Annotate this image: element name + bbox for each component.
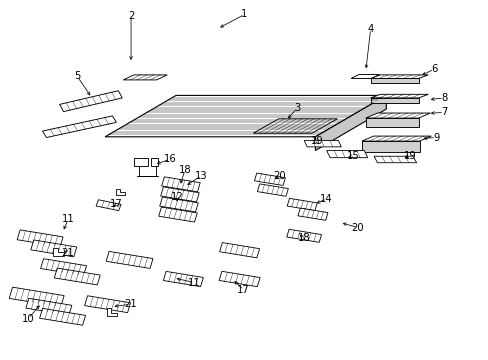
Text: 10: 10 — [22, 314, 35, 324]
Text: 20: 20 — [351, 222, 364, 233]
Polygon shape — [373, 156, 416, 163]
Polygon shape — [257, 184, 288, 196]
Polygon shape — [116, 189, 125, 195]
Polygon shape — [54, 268, 100, 285]
Polygon shape — [40, 309, 85, 325]
Text: 12: 12 — [170, 192, 183, 202]
Polygon shape — [370, 94, 427, 98]
Polygon shape — [26, 298, 72, 315]
Polygon shape — [304, 140, 341, 147]
Text: 11: 11 — [188, 278, 201, 288]
Polygon shape — [42, 116, 116, 138]
Polygon shape — [105, 95, 386, 137]
Text: 17: 17 — [237, 285, 249, 295]
Polygon shape — [350, 75, 379, 78]
Polygon shape — [297, 208, 327, 220]
Polygon shape — [315, 95, 386, 150]
Polygon shape — [361, 136, 430, 141]
Text: 19: 19 — [310, 136, 323, 146]
Polygon shape — [84, 296, 130, 312]
Polygon shape — [253, 119, 337, 133]
Text: 13: 13 — [195, 171, 207, 181]
Text: 18: 18 — [297, 233, 310, 243]
Polygon shape — [41, 259, 86, 275]
Text: 16: 16 — [163, 154, 176, 164]
Text: 4: 4 — [367, 24, 373, 34]
Polygon shape — [17, 230, 63, 247]
Polygon shape — [96, 200, 121, 211]
Text: 14: 14 — [320, 194, 332, 204]
Bar — [150, 158, 158, 166]
Text: 21: 21 — [124, 299, 137, 309]
Polygon shape — [254, 173, 285, 185]
Text: 6: 6 — [430, 64, 437, 74]
Text: 3: 3 — [294, 103, 300, 113]
Polygon shape — [160, 197, 198, 212]
Polygon shape — [370, 78, 418, 83]
Polygon shape — [370, 75, 427, 78]
Text: 20: 20 — [273, 171, 285, 181]
Polygon shape — [219, 271, 260, 287]
Polygon shape — [365, 113, 429, 118]
Text: 7: 7 — [440, 107, 447, 117]
Text: 15: 15 — [346, 150, 359, 161]
Polygon shape — [106, 308, 117, 316]
Polygon shape — [370, 98, 418, 103]
Polygon shape — [286, 198, 317, 211]
Polygon shape — [123, 75, 167, 80]
Bar — [134, 158, 148, 166]
Polygon shape — [161, 187, 199, 202]
Polygon shape — [365, 118, 418, 127]
Text: 9: 9 — [432, 132, 439, 143]
Text: 11: 11 — [62, 214, 75, 224]
Text: 17: 17 — [110, 199, 122, 210]
Text: 19: 19 — [403, 150, 415, 161]
Text: 8: 8 — [440, 93, 446, 103]
Text: 2: 2 — [127, 11, 134, 21]
Polygon shape — [286, 229, 321, 242]
Polygon shape — [31, 240, 77, 257]
Polygon shape — [53, 248, 63, 256]
Polygon shape — [361, 141, 419, 152]
Text: 5: 5 — [74, 71, 81, 81]
Polygon shape — [162, 177, 200, 192]
Text: 18: 18 — [178, 165, 191, 175]
Polygon shape — [219, 243, 259, 258]
Polygon shape — [9, 287, 64, 307]
Polygon shape — [163, 271, 203, 287]
Polygon shape — [159, 207, 197, 222]
Polygon shape — [106, 251, 153, 269]
Polygon shape — [326, 150, 367, 158]
Text: 21: 21 — [61, 248, 74, 258]
Text: 1: 1 — [241, 9, 247, 19]
Polygon shape — [60, 91, 122, 112]
